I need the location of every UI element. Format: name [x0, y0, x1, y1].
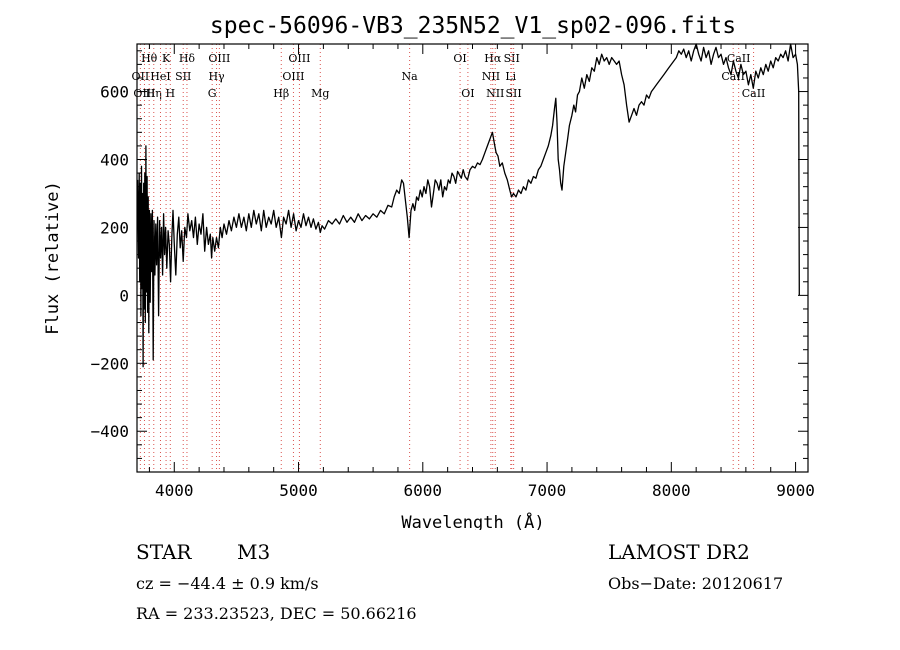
- spectrum-line-0: [136, 43, 800, 368]
- line-label-19: Hα: [484, 52, 502, 65]
- observation-date: Obs−Date: 20120617: [608, 574, 784, 593]
- line-label-23: Li: [505, 70, 516, 83]
- line-label-27: CaII: [742, 87, 766, 100]
- y-tick-label-0: 0: [119, 286, 129, 305]
- x-axis-label: Wavelength (Å): [401, 511, 544, 530]
- line-label-26: CaII: [721, 70, 745, 83]
- line-label-8: Hδ: [179, 52, 196, 65]
- line-label-25: CaII: [727, 52, 751, 65]
- line-label-9: OIII: [208, 52, 230, 65]
- line-label-10: Hγ: [208, 70, 225, 83]
- y-tick-label--200: −200: [90, 354, 129, 373]
- line-label-13: OIII: [288, 52, 310, 65]
- axes: 4000 5000 6000 7000 8000 9000 −400 −200 0 200 400 6…: [90, 43, 815, 500]
- x-tick-label-9000: 9000: [776, 481, 815, 500]
- line-label-21: NII: [486, 87, 504, 100]
- line-label-14: OIII: [282, 70, 304, 83]
- y-axis-label: Flux (relative): [43, 181, 63, 335]
- y-tick-label-400: 400: [100, 150, 129, 169]
- line-label-7: SII: [175, 70, 191, 83]
- plot-frame: [136, 43, 809, 473]
- line-label-4: K: [162, 52, 171, 65]
- y-tick-label--400: −400: [90, 422, 129, 441]
- line-label-5: HeI: [150, 70, 170, 83]
- line-label-11: G: [208, 87, 217, 100]
- x-tick-label-4000: 4000: [155, 481, 194, 500]
- line-label-16: Na: [402, 70, 419, 83]
- line-label-6: H: [166, 87, 176, 100]
- survey-name: LAMOST DR2: [608, 540, 750, 564]
- x-tick-label-6000: 6000: [404, 481, 443, 500]
- object-subclass: M3: [237, 540, 271, 564]
- x-tick-label-7000: 7000: [528, 481, 567, 500]
- line-label-18: OI: [461, 87, 474, 100]
- line-label-2: OIII: [133, 87, 155, 100]
- line-label-24: SII: [506, 87, 522, 100]
- spectrum-chart: spec-56096-VB3_235N52_V1_sp02-096.fits H…: [43, 13, 815, 530]
- x-tick-label-5000: 5000: [279, 481, 318, 500]
- line-label-15: Mg: [311, 87, 329, 100]
- y-tick-label-200: 200: [100, 218, 129, 237]
- line-label-22: SII: [504, 52, 520, 65]
- coordinates: RA = 233.23523, DEC = 50.66216: [136, 604, 417, 623]
- line-label-20: NII: [482, 70, 500, 83]
- line-label-17: OI: [453, 52, 466, 65]
- x-tick-label-8000: 8000: [652, 481, 691, 500]
- line-label-3: Hη: [146, 87, 162, 100]
- line-label-0: Hθ: [141, 52, 158, 65]
- redshift-velocity: cz = −44.4 ± 0.9 km/s: [136, 574, 319, 593]
- line-label-1: OII: [131, 70, 149, 83]
- spectrum-series: [136, 43, 800, 368]
- line-label-12: Hβ: [273, 87, 289, 100]
- object-type: STAR: [136, 540, 192, 564]
- chart-title: spec-56096-VB3_235N52_V1_sp02-096.fits: [210, 13, 736, 39]
- y-tick-label-600: 600: [100, 83, 129, 102]
